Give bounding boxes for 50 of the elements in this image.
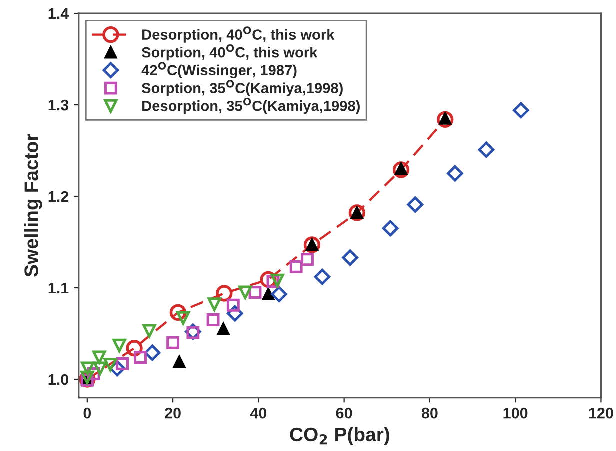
point xyxy=(407,196,424,213)
legend-label: Desorption, 40$^{O}$C, this work xyxy=(142,26,335,43)
point xyxy=(144,344,161,362)
x-tick-label: 0 xyxy=(84,408,92,419)
point xyxy=(301,253,314,266)
point xyxy=(392,162,410,178)
y-tick-label: 1.0 xyxy=(48,374,68,386)
point xyxy=(134,351,147,364)
point xyxy=(271,286,288,303)
legend-label: 42$^{O}$C(Wissinger, 1987) xyxy=(142,62,297,78)
point xyxy=(142,324,156,338)
point xyxy=(176,311,190,325)
point xyxy=(290,260,303,274)
point xyxy=(262,288,275,301)
point xyxy=(478,142,495,158)
y-tick-label: 1.4 xyxy=(48,8,70,20)
point xyxy=(112,338,126,352)
y-tick-label: 1.1 xyxy=(48,283,69,294)
y-axis-title: Swelling Factor xyxy=(24,134,42,277)
x-tick-label: 100 xyxy=(504,408,528,419)
point xyxy=(382,220,399,237)
point xyxy=(92,350,106,364)
x-tick-label: 60 xyxy=(336,408,352,419)
x-tick-label: 80 xyxy=(422,408,438,419)
point xyxy=(81,362,95,376)
point xyxy=(270,274,284,288)
point xyxy=(206,314,220,326)
point xyxy=(314,268,331,286)
point xyxy=(208,298,222,312)
x-tick-label: 20 xyxy=(165,408,181,419)
y-tick-label: 1.2 xyxy=(48,191,69,202)
point xyxy=(342,250,358,266)
point xyxy=(173,356,186,368)
point xyxy=(166,336,180,350)
point xyxy=(226,298,240,312)
y-tick-label: 1.3 xyxy=(48,100,69,111)
point xyxy=(104,358,118,372)
point xyxy=(116,357,129,370)
point xyxy=(437,111,454,128)
x-axis-title: CO$_{2}$ P(bar) xyxy=(290,427,390,446)
point xyxy=(217,323,230,336)
point xyxy=(447,166,464,182)
x-tick-label: 40 xyxy=(250,408,267,419)
x-tick-label: 120 xyxy=(589,408,614,419)
legend-label: Sorption, 40$^{O}$C, this work xyxy=(142,44,318,61)
point xyxy=(93,362,108,376)
legend-label: Desorption, 35$^{O}$C(Kamiya,1998) xyxy=(142,98,360,114)
point xyxy=(238,286,252,300)
point xyxy=(513,102,530,119)
legend-label: Sorption, 35$^{O}$C(Kamiya,1998) xyxy=(142,80,343,96)
